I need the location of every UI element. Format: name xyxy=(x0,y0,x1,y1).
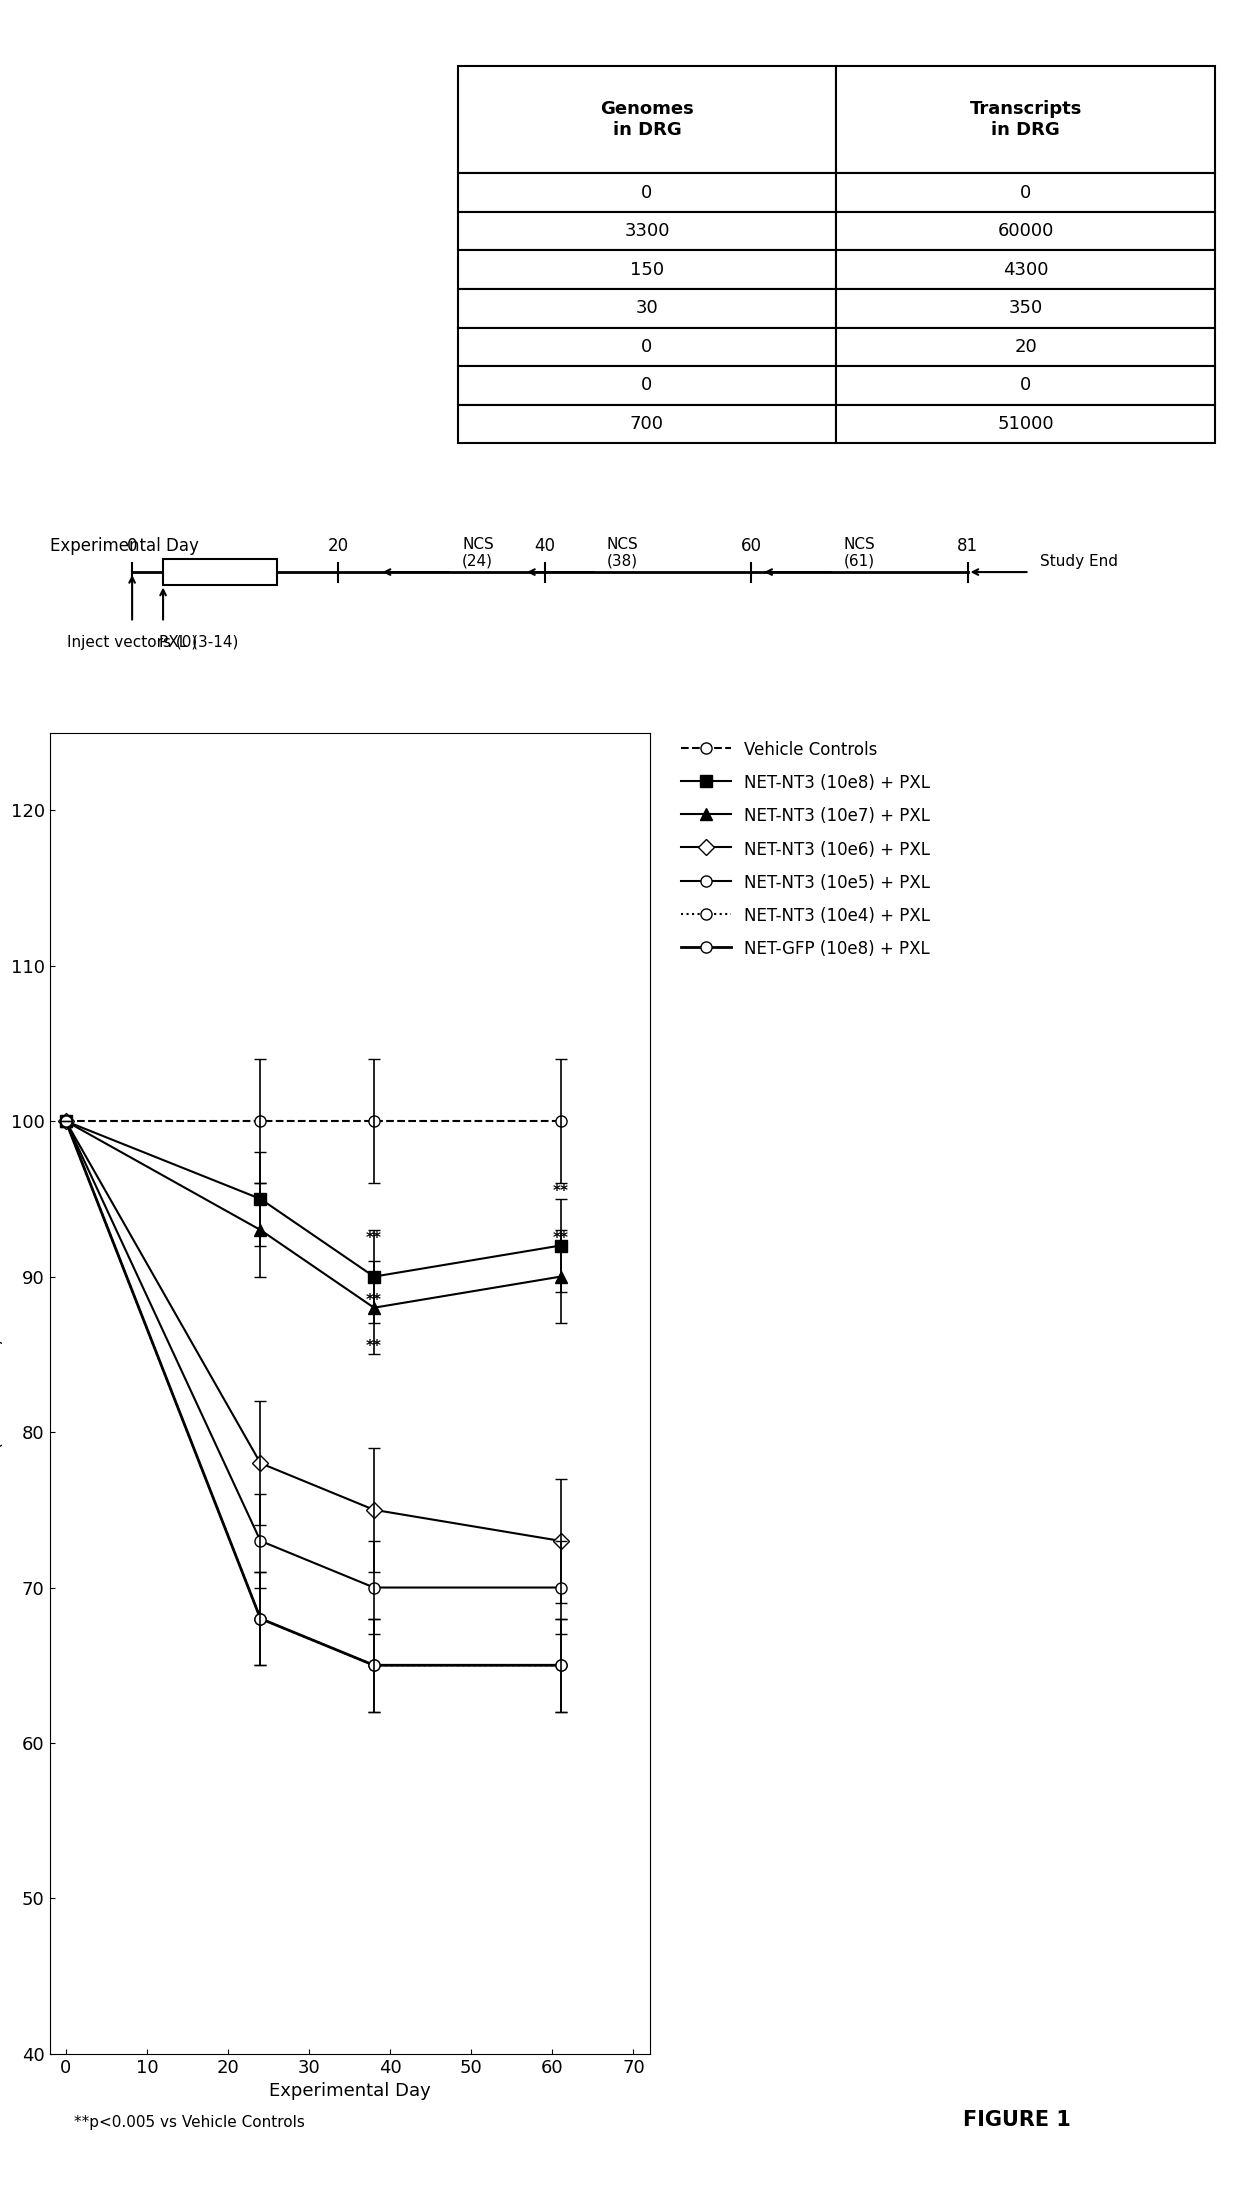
Text: NCS
(24): NCS (24) xyxy=(463,538,494,568)
Text: Experimental Day: Experimental Day xyxy=(50,538,198,555)
Text: Study End: Study End xyxy=(1040,555,1117,568)
Text: **: ** xyxy=(366,1294,382,1307)
Text: **p<0.005 vs Vehicle Controls: **p<0.005 vs Vehicle Controls xyxy=(74,2115,305,2130)
Text: 20: 20 xyxy=(327,538,348,555)
Text: **: ** xyxy=(366,1339,382,1355)
Text: 81: 81 xyxy=(957,538,978,555)
Text: **: ** xyxy=(366,1230,382,1245)
Text: 40: 40 xyxy=(534,538,556,555)
Text: 0: 0 xyxy=(126,538,138,555)
Legend: Vehicle Controls, NET-NT3 (10e8) + PXL, NET-NT3 (10e7) + PXL, NET-NT3 (10e6) + P: Vehicle Controls, NET-NT3 (10e8) + PXL, … xyxy=(681,741,930,957)
Text: **: ** xyxy=(553,1230,568,1245)
Text: PXL (3-14): PXL (3-14) xyxy=(160,636,239,649)
Text: **: ** xyxy=(553,1184,568,1200)
Bar xyxy=(164,559,277,586)
Text: NCS
(38): NCS (38) xyxy=(606,538,639,568)
Text: FIGURE 1: FIGURE 1 xyxy=(963,2111,1070,2130)
X-axis label: Experimental Day: Experimental Day xyxy=(269,2082,430,2100)
Text: NCS
(61): NCS (61) xyxy=(844,538,875,568)
Text: Inject vectors (0): Inject vectors (0) xyxy=(67,636,197,649)
Text: 60: 60 xyxy=(740,538,761,555)
Y-axis label: Sensory Nerve Action Potential
(% Controls): Sensory Nerve Action Potential (% Contro… xyxy=(0,1254,5,1532)
